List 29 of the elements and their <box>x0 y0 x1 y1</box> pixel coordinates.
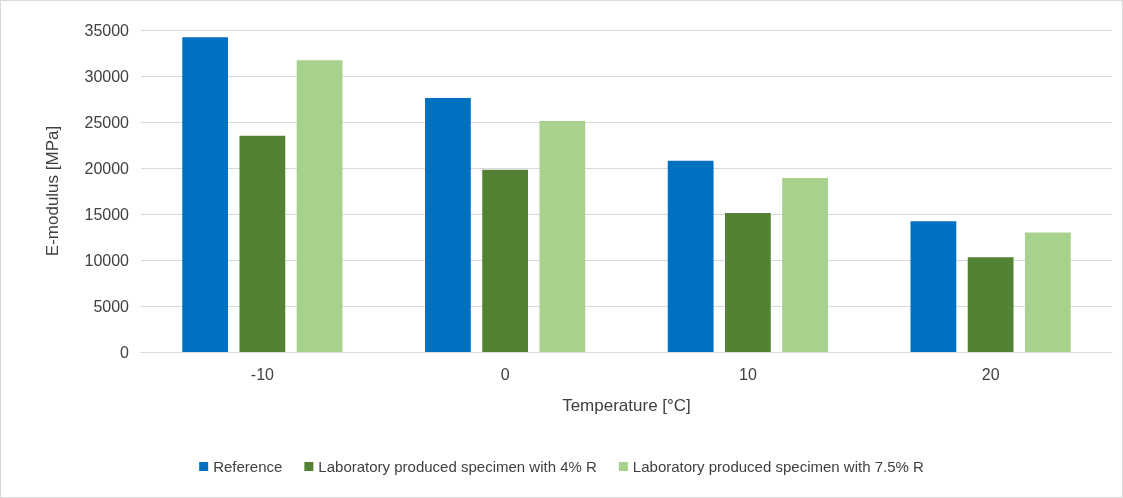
bar <box>910 221 957 352</box>
legend-label: Reference <box>213 458 283 475</box>
y-tick-label: 0 <box>120 343 130 361</box>
y-tick-label: 20000 <box>84 159 130 177</box>
bar <box>425 98 471 352</box>
y-tick-label: 15000 <box>84 205 130 223</box>
legend-label: Laboratory produced specimen with 7.5% R <box>632 458 925 475</box>
bar <box>967 257 1014 352</box>
y-axis-title: E-modulus [MPa] <box>43 125 62 257</box>
x-tick-label: -10 <box>250 365 275 383</box>
x-axis-title: Temperature [°C] <box>562 396 691 415</box>
bar <box>724 213 771 352</box>
bar <box>482 169 529 352</box>
bar <box>782 178 828 352</box>
bar <box>296 60 343 352</box>
y-tick-label: 35000 <box>84 21 130 39</box>
x-tick-label: 10 <box>738 365 757 383</box>
bar <box>539 121 586 352</box>
y-tick-label: 30000 <box>84 67 130 85</box>
bar <box>667 160 714 352</box>
x-tick-label: 0 <box>500 365 510 383</box>
legend-label: Laboratory produced specimen with 4% R <box>318 458 598 475</box>
bar <box>1024 232 1071 352</box>
y-tick-label: 5000 <box>93 297 130 315</box>
bar <box>182 37 229 352</box>
y-tick-label: 25000 <box>84 113 130 131</box>
y-tick-label: 10000 <box>84 251 130 269</box>
bar <box>239 135 286 352</box>
x-tick-label: 20 <box>981 365 1000 383</box>
